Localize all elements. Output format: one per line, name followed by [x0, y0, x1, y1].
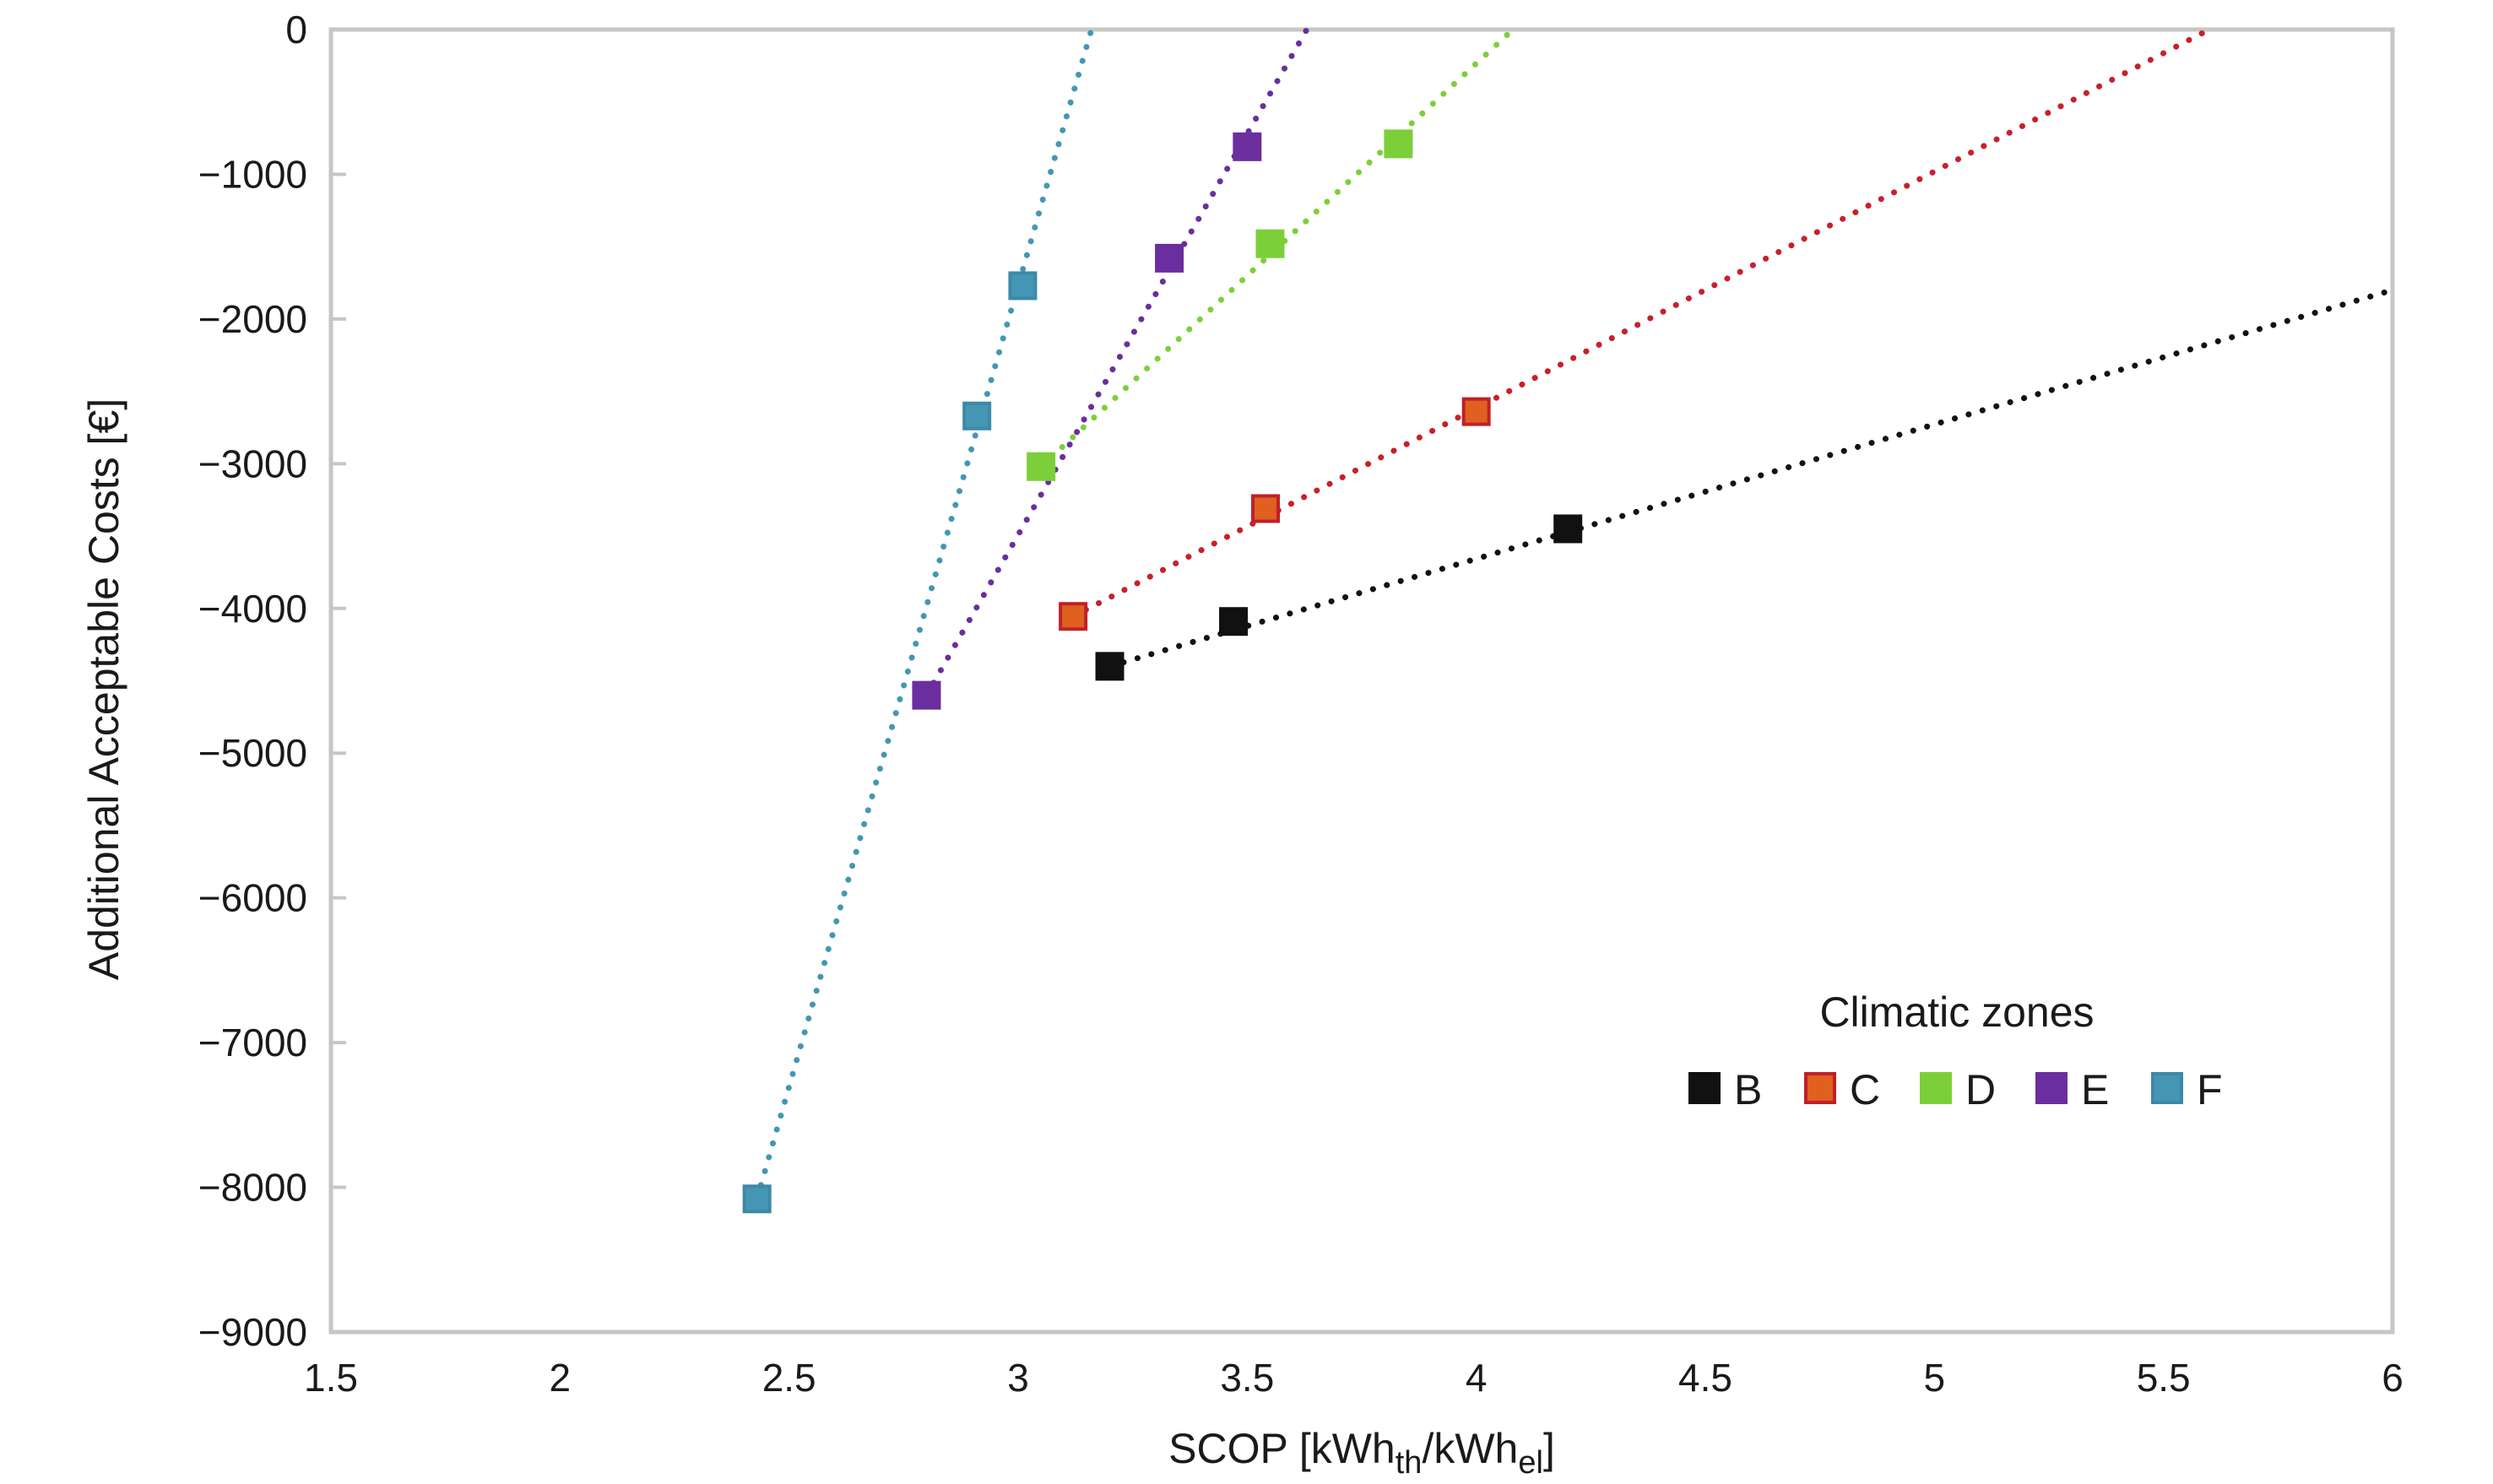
y-tick-label: −9000 [198, 1310, 307, 1354]
y-tick-label: −8000 [198, 1166, 307, 1210]
data-point-C [1059, 602, 1088, 631]
x-tick-label: 6 [2382, 1356, 2404, 1400]
trendline-F [754, 26, 1095, 1202]
data-point-B [1219, 607, 1249, 636]
data-point-F [962, 401, 992, 431]
x-tick-label: 3.5 [1220, 1356, 1274, 1400]
x-tick-label: 4.5 [1678, 1356, 1732, 1400]
legend: Climatic zones B C D E F [1688, 988, 2223, 1113]
data-point-D [1027, 452, 1056, 481]
legend-label-B: B [1734, 1066, 1762, 1113]
x-axis-title-main: SCOP [kWh [1168, 1425, 1396, 1472]
legend-items: B C D E F [1688, 1066, 2223, 1113]
y-tick-label: −7000 [198, 1021, 307, 1064]
x-axis-title-sub-th: th [1396, 1445, 1423, 1481]
legend-swatch-F [2151, 1072, 2183, 1104]
data-point-E [1233, 132, 1262, 161]
data-point-C [1461, 397, 1491, 426]
trendline-B [1107, 287, 2396, 669]
x-tick-label: 4 [1466, 1356, 1488, 1400]
data-point-B [1553, 514, 1583, 544]
data-points [742, 129, 1583, 1214]
y-tick-label: −3000 [198, 441, 307, 485]
legend-label-D: D [1965, 1066, 1996, 1113]
y-tick-label: −2000 [198, 297, 307, 341]
data-point-D [1384, 129, 1413, 159]
x-tick-label: 1.5 [304, 1356, 358, 1400]
trendlines [754, 26, 2396, 1202]
x-tick-label: 5 [1924, 1356, 1946, 1400]
data-point-E [1155, 243, 1184, 273]
y-tick-label: −6000 [198, 876, 307, 920]
data-point-E [912, 680, 941, 710]
legend-title: Climatic zones [1819, 988, 2094, 1036]
trendline-D [1038, 26, 1516, 470]
legend-label-C: C [1850, 1066, 1880, 1113]
data-point-F [1008, 271, 1038, 301]
legend-label-E: E [2081, 1066, 2109, 1113]
x-axis: 1.5 2 2.5 3 3.5 4 4.5 5 5.5 6 [304, 1356, 2404, 1400]
x-axis-title-end: ] [1543, 1425, 1555, 1472]
data-point-F [742, 1184, 772, 1214]
legend-swatch-E [2035, 1072, 2068, 1104]
y-axis-title: Additional Acceptable Costs [€] [80, 398, 127, 980]
x-tick-label: 2 [550, 1356, 572, 1400]
x-axis-title-mid: /kWh [1422, 1425, 1518, 1472]
trendline-E [923, 26, 1310, 699]
legend-swatch-C [1804, 1072, 1836, 1104]
y-axis: 0 −1000 −2000 −3000 −4000 −5000 −6000 −7000 −800… [198, 8, 346, 1354]
x-axis-title-sub-el: el [1518, 1445, 1543, 1481]
x-axis-title: SCOP [kWhth/kWhel] [1168, 1425, 1555, 1481]
x-tick-label: 5.5 [2137, 1356, 2191, 1400]
trendline-C [1070, 26, 2213, 620]
y-tick-label: −5000 [198, 731, 307, 775]
x-tick-label: 2.5 [762, 1356, 816, 1400]
plot-area [328, 27, 2395, 1335]
legend-swatch-B [1688, 1072, 1721, 1104]
y-tick-label: 0 [285, 8, 307, 51]
data-point-C [1251, 494, 1281, 523]
y-tick-label: −4000 [198, 587, 307, 631]
plot-frame [328, 27, 2395, 1335]
legend-swatch-D [1920, 1072, 1952, 1104]
y-tick-label: −1000 [198, 152, 307, 196]
data-point-B [1095, 652, 1125, 681]
legend-label-F: F [2197, 1066, 2223, 1113]
x-tick-label: 3 [1007, 1356, 1029, 1400]
data-point-D [1255, 229, 1285, 258]
